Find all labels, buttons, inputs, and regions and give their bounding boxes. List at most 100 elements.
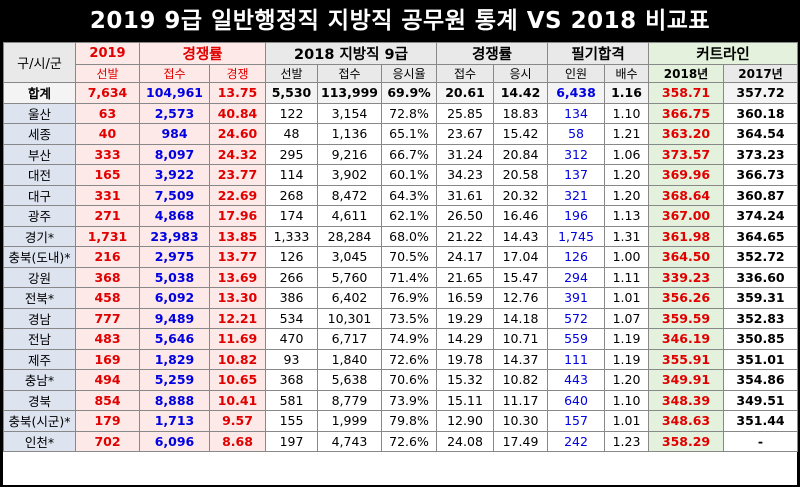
table-row: 충남* 494 5,259 10.65 368 5,638 70.6% 15.32 10.82 4… bbox=[3, 369, 799, 391]
cell-apply-2019: 4,868 bbox=[139, 205, 210, 227]
cell-apply-2019: 3,922 bbox=[139, 164, 210, 186]
summary-row: 합계 7,634 104,961 13.75 5,530 113,999 69.9% 20.6… bbox=[3, 82, 799, 104]
cell-cut-2018: 361.98 bbox=[648, 225, 725, 247]
cell-rate: 72.8% bbox=[380, 102, 438, 124]
cell-select-2019: 216 bbox=[75, 246, 140, 268]
subheader-select-2018: 선발 bbox=[265, 64, 318, 83]
cell-select-2018: 581 bbox=[265, 389, 318, 411]
cell-apply-2018: 9,216 bbox=[317, 143, 382, 165]
cell-apply-2018: 1,999 bbox=[317, 410, 382, 432]
subheader-cut-2017: 2017년 bbox=[723, 64, 799, 83]
cell-apply-2018: 6,402 bbox=[317, 287, 382, 309]
cell-select-2019: 169 bbox=[75, 348, 140, 370]
cell-apply-2018: 5,638 bbox=[317, 369, 382, 391]
cell-multiple: 1.01 bbox=[604, 410, 650, 432]
cell-people: 6,438 bbox=[547, 82, 606, 104]
cell-comp-test: 14.42 bbox=[493, 82, 549, 104]
cell-compete-2019: 24.32 bbox=[209, 143, 266, 165]
cell-compete-2019: 9.57 bbox=[209, 410, 266, 432]
cell-apply-2018: 3,902 bbox=[317, 164, 382, 186]
cell-cut-2018: 369.96 bbox=[648, 164, 725, 186]
cell-comp-test: 15.42 bbox=[493, 123, 549, 145]
cell-select-2019: 165 bbox=[75, 164, 140, 186]
cell-select-2018: 48 bbox=[265, 123, 318, 145]
cell-rate: 70.6% bbox=[380, 369, 438, 391]
cell-multiple: 1.10 bbox=[604, 389, 650, 411]
cell-comp-apply: 19.78 bbox=[436, 348, 495, 370]
cell-multiple: 1.20 bbox=[604, 184, 650, 206]
cell-apply-2019: 9,489 bbox=[139, 307, 210, 329]
cell-cut-2017: 351.01 bbox=[723, 348, 799, 370]
subheader-multiple: 배수 bbox=[604, 64, 650, 83]
cell-select-2019: 702 bbox=[75, 430, 140, 452]
cell-apply-2019: 8,888 bbox=[139, 389, 210, 411]
cell-compete-2019: 12.21 bbox=[209, 307, 266, 329]
cell-select-2018: 295 bbox=[265, 143, 318, 165]
subheader-compete-2019: 경쟁 bbox=[209, 64, 266, 83]
cell-region: 충북(시군)* bbox=[3, 410, 76, 432]
cell-cut-2018: 364.50 bbox=[648, 246, 725, 268]
header-2019: 2019 bbox=[75, 42, 140, 65]
cell-comp-test: 11.17 bbox=[493, 389, 549, 411]
cell-comp-test: 10.82 bbox=[493, 369, 549, 391]
page-title: 2019 9급 일반행정직 지방직 공무원 통계 VS 2018 비교표 bbox=[89, 8, 711, 34]
header-2018-local: 2018 지방직 9급 bbox=[264, 42, 438, 65]
table-row: 인천* 702 6,096 8.68 197 4,743 72.6% 24.08 17.49 24… bbox=[3, 430, 799, 452]
cell-select-2018: 534 bbox=[265, 307, 318, 329]
cell-cut-2018: 367.00 bbox=[648, 205, 725, 227]
cell-apply-2019: 6,092 bbox=[139, 287, 210, 309]
cell-compete-2019: 13.77 bbox=[209, 246, 266, 268]
cell-comp-test: 12.76 bbox=[493, 287, 549, 309]
cell-apply-2018: 8,472 bbox=[317, 184, 382, 206]
cell-comp-apply: 23.67 bbox=[436, 123, 495, 145]
cell-cut-2017: 360.18 bbox=[723, 102, 799, 124]
cell-comp-apply: 14.29 bbox=[436, 328, 495, 350]
cell-comp-apply: 24.17 bbox=[436, 246, 495, 268]
cell-comp-apply: 34.23 bbox=[436, 164, 495, 186]
cell-people: 294 bbox=[547, 266, 606, 288]
cell-cut-2018: 348.39 bbox=[648, 389, 725, 411]
cell-select-2019: 333 bbox=[75, 143, 140, 165]
cell-rate: 79.8% bbox=[380, 410, 438, 432]
cell-rate: 74.9% bbox=[380, 328, 438, 350]
subheader-comp-apply: 접수 bbox=[436, 64, 495, 83]
table-row: 제주 169 1,829 10.82 93 1,840 72.6% 19.78 14.37 111… bbox=[3, 348, 799, 370]
cell-region: 부산 bbox=[3, 143, 76, 165]
cell-comp-test: 17.49 bbox=[493, 430, 549, 452]
cell-comp-test: 14.37 bbox=[493, 348, 549, 370]
cell-select-2018: 174 bbox=[265, 205, 318, 227]
cell-select-2018: 122 bbox=[265, 102, 318, 124]
cell-select-2019: 368 bbox=[75, 266, 140, 288]
cell-cut-2017: 374.24 bbox=[723, 205, 799, 227]
cell-cut-2017: 360.87 bbox=[723, 184, 799, 206]
cell-apply-2019: 1,713 bbox=[139, 410, 210, 432]
cell-apply-2018: 3,045 bbox=[317, 246, 382, 268]
cell-cut-2018: 355.91 bbox=[648, 348, 725, 370]
cell-rate: 70.5% bbox=[380, 246, 438, 268]
cell-people: 134 bbox=[547, 102, 606, 124]
subheader-people: 인원 bbox=[547, 64, 606, 83]
cell-cut-2018: 349.91 bbox=[648, 369, 725, 391]
cell-people: 321 bbox=[547, 184, 606, 206]
cell-comp-test: 14.18 bbox=[493, 307, 549, 329]
table-row: 대전 165 3,922 23.77 114 3,902 60.1% 34.23 20.58 13… bbox=[3, 164, 799, 186]
cell-comp-apply: 15.11 bbox=[436, 389, 495, 411]
subheader-comp-test: 응시 bbox=[493, 64, 549, 83]
cell-cut-2017: 373.23 bbox=[723, 143, 799, 165]
cell-cut-2017: 352.83 bbox=[723, 307, 799, 329]
cell-people: 242 bbox=[547, 430, 606, 452]
cell-cut-2017: 366.73 bbox=[723, 164, 799, 186]
cell-select-2019: 63 bbox=[75, 102, 140, 124]
cell-people: 559 bbox=[547, 328, 606, 350]
cell-apply-2018: 28,284 bbox=[317, 225, 382, 247]
cell-rate: 76.9% bbox=[380, 287, 438, 309]
cell-apply-2019: 23,983 bbox=[139, 225, 210, 247]
cell-select-2018: 386 bbox=[265, 287, 318, 309]
table-row: 충북(도내)* 216 2,975 13.77 126 3,045 70.5% 24.17 17… bbox=[3, 246, 799, 268]
cell-region: 세종 bbox=[3, 123, 76, 145]
subheader-rate: 응시율 bbox=[380, 64, 438, 83]
cell-compete-2019: 11.69 bbox=[209, 328, 266, 350]
cell-select-2019: 494 bbox=[75, 369, 140, 391]
table-row: 경북 854 8,888 10.41 581 8,779 73.9% 15.11 11.17 64… bbox=[3, 389, 799, 411]
cell-cut-2018: 339.23 bbox=[648, 266, 725, 288]
